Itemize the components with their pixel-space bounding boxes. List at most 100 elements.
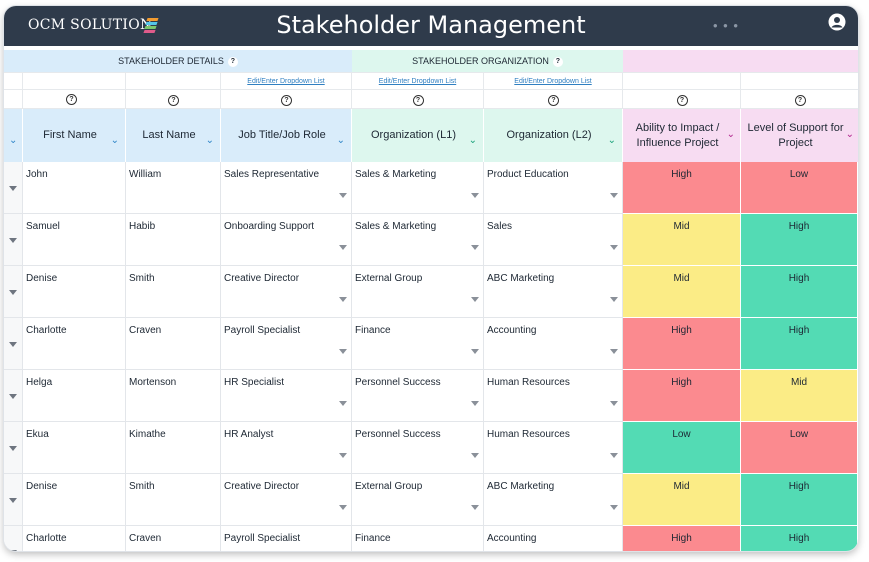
first-name-cell[interactable]: Charlotte	[23, 318, 126, 370]
dropdown-arrow-icon[interactable]	[610, 401, 618, 406]
first-name-cell[interactable]: Denise	[23, 266, 126, 318]
section-organization-help-icon[interactable]: ?	[552, 56, 563, 67]
support-rating-cell[interactable]: High	[741, 526, 858, 551]
job-title-cell[interactable]: HR Specialist	[221, 370, 352, 422]
dropdown-arrow-icon[interactable]	[610, 297, 618, 302]
dropdown-arrow-icon[interactable]	[339, 297, 347, 302]
job-title-cell[interactable]: Payroll Specialist	[221, 526, 352, 551]
column-org-l1[interactable]: Organization (L1) ⌄	[352, 109, 484, 162]
dropdown-arrow-icon[interactable]	[339, 453, 347, 458]
last-name-cell[interactable]: Smith	[126, 474, 221, 526]
impact-rating-cell[interactable]: High	[623, 162, 741, 214]
dropdown-arrow-icon[interactable]	[339, 349, 347, 354]
column-first-name[interactable]: First Name ⌄	[23, 109, 126, 162]
last-name-cell[interactable]: Craven	[126, 526, 221, 551]
dropdown-arrow-icon[interactable]	[471, 193, 479, 198]
impact-help-icon[interactable]: ?	[676, 95, 688, 106]
row-selector[interactable]	[4, 474, 23, 526]
org-l1-cell[interactable]: External Group	[352, 266, 484, 318]
first-name-cell[interactable]: Helga	[23, 370, 126, 422]
support-rating-cell[interactable]: Low	[741, 162, 858, 214]
org-l2-help-icon[interactable]: ?	[548, 95, 559, 106]
support-rating-cell[interactable]: High	[741, 266, 858, 318]
last-name-cell[interactable]: Mortenson	[126, 370, 221, 422]
support-rating-cell[interactable]: Mid	[741, 370, 858, 422]
edit-job-title-dropdown-link[interactable]: Edit/Enter Dropdown List	[247, 78, 325, 85]
org-l2-cell[interactable]: ABC Marketing	[484, 474, 623, 526]
org-l1-cell[interactable]: Personnel Success	[352, 422, 484, 474]
menu-dots-icon[interactable]: • • •	[713, 18, 739, 33]
column-impact[interactable]: Ability to Impact / Influence Project ⌄	[623, 109, 741, 162]
edit-org-l1-dropdown-link[interactable]: Edit/Enter Dropdown List	[378, 78, 457, 85]
edit-org-l2-dropdown-link[interactable]: Edit/Enter Dropdown List	[514, 78, 592, 85]
column-support[interactable]: Level of Support for Project ⌄	[741, 109, 858, 162]
org-l1-cell[interactable]: Finance	[352, 526, 484, 551]
first-name-help-icon[interactable]: ?	[66, 94, 77, 105]
column-org-l2[interactable]: Organization (L2) ⌄	[484, 109, 623, 162]
dropdown-arrow-icon[interactable]	[610, 245, 618, 250]
org-l1-cell[interactable]: Personnel Success	[352, 370, 484, 422]
org-l2-cell[interactable]: Accounting	[484, 526, 623, 551]
job-title-help-icon[interactable]: ?	[281, 95, 292, 106]
org-l2-cell[interactable]: Product Education	[484, 162, 623, 214]
org-l2-cell[interactable]: Accounting	[484, 318, 623, 370]
last-name-cell[interactable]: Kimathe	[126, 422, 221, 474]
impact-rating-cell[interactable]: Mid	[623, 266, 741, 318]
support-help-icon[interactable]: ?	[794, 95, 806, 106]
org-l1-cell[interactable]: External Group	[352, 474, 484, 526]
job-title-cell[interactable]: HR Analyst	[221, 422, 352, 474]
row-select-header[interactable]: ⌄	[4, 109, 23, 162]
last-name-cell[interactable]: Smith	[126, 266, 221, 318]
last-name-help-icon[interactable]: ?	[168, 95, 179, 106]
row-selector[interactable]	[4, 370, 23, 422]
impact-rating-cell[interactable]: Low	[623, 422, 741, 474]
impact-rating-cell[interactable]: Mid	[623, 214, 741, 266]
job-title-cell[interactable]: Payroll Specialist	[221, 318, 352, 370]
dropdown-arrow-icon[interactable]	[471, 505, 479, 510]
job-title-cell[interactable]: Onboarding Support	[221, 214, 352, 266]
support-rating-cell[interactable]: High	[741, 214, 858, 266]
first-name-cell[interactable]: Samuel	[23, 214, 126, 266]
org-l2-cell[interactable]: Sales	[484, 214, 623, 266]
row-selector[interactable]	[4, 422, 23, 474]
last-name-cell[interactable]: Craven	[126, 318, 221, 370]
org-l2-cell[interactable]: Human Resources	[484, 370, 623, 422]
dropdown-arrow-icon[interactable]	[339, 505, 347, 510]
dropdown-arrow-icon[interactable]	[339, 245, 347, 250]
org-l2-cell[interactable]: Human Resources	[484, 422, 623, 474]
support-rating-cell[interactable]: High	[741, 474, 858, 526]
impact-rating-cell[interactable]: High	[623, 370, 741, 422]
dropdown-arrow-icon[interactable]	[610, 349, 618, 354]
job-title-cell[interactable]: Sales Representative	[221, 162, 352, 214]
job-title-cell[interactable]: Creative Director	[221, 474, 352, 526]
org-l1-help-icon[interactable]: ?	[412, 95, 424, 106]
dropdown-arrow-icon[interactable]	[610, 505, 618, 510]
org-l2-cell[interactable]: ABC Marketing	[484, 266, 623, 318]
org-l1-cell[interactable]: Finance	[352, 318, 484, 370]
impact-rating-cell[interactable]: High	[623, 526, 741, 551]
column-job-title[interactable]: Job Title/Job Role ⌄	[221, 109, 352, 162]
job-title-cell[interactable]: Creative Director	[221, 266, 352, 318]
dropdown-arrow-icon[interactable]	[471, 401, 479, 406]
support-rating-cell[interactable]: High	[741, 318, 858, 370]
dropdown-arrow-icon[interactable]	[471, 245, 479, 250]
impact-rating-cell[interactable]: Mid	[623, 474, 741, 526]
row-selector[interactable]	[4, 526, 23, 551]
first-name-cell[interactable]: Denise	[23, 474, 126, 526]
last-name-cell[interactable]: William	[126, 162, 221, 214]
dropdown-arrow-icon[interactable]	[339, 401, 347, 406]
row-selector[interactable]	[4, 318, 23, 370]
impact-rating-cell[interactable]: High	[623, 318, 741, 370]
first-name-cell[interactable]: John	[23, 162, 126, 214]
dropdown-arrow-icon[interactable]	[610, 453, 618, 458]
row-selector[interactable]	[4, 266, 23, 318]
dropdown-arrow-icon[interactable]	[471, 349, 479, 354]
dropdown-arrow-icon[interactable]	[339, 193, 347, 198]
org-l1-cell[interactable]: Sales & Marketing	[352, 214, 484, 266]
org-l1-cell[interactable]: Sales & Marketing	[352, 162, 484, 214]
dropdown-arrow-icon[interactable]	[471, 453, 479, 458]
first-name-cell[interactable]: Charlotte	[23, 526, 126, 551]
user-account-icon[interactable]	[828, 13, 846, 31]
column-last-name[interactable]: Last Name ⌄	[126, 109, 221, 162]
support-rating-cell[interactable]: Low	[741, 422, 858, 474]
